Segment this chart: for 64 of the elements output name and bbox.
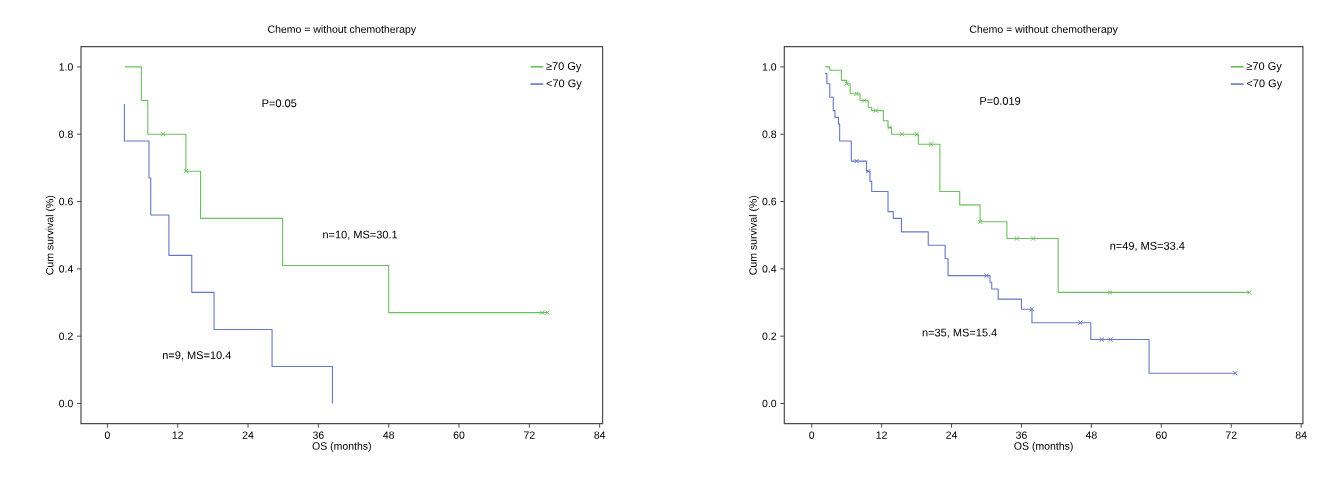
x-tick-label: 12: [876, 431, 887, 439]
x-axis-title: OS (months): [312, 442, 371, 452]
y-axis-title: Cum survival (%): [749, 195, 759, 275]
point: [861, 97, 867, 104]
x-tick-label: 0: [104, 431, 110, 439]
x-tick-label: 36: [1016, 431, 1027, 439]
y-tick-label: 0.8: [762, 130, 777, 138]
annotation: n=9, MS=10.4: [162, 351, 232, 361]
annotation: n=49, MS=33.4: [1110, 241, 1185, 252]
point: [1030, 235, 1036, 242]
x-tick-label: 0: [809, 431, 815, 439]
y-tick-label: 0.8: [59, 130, 73, 138]
chart-title: Chemo = without chemotherapy: [969, 25, 1118, 36]
point: [1107, 289, 1113, 296]
point: [913, 131, 920, 137]
x-tick-label: 12: [172, 431, 184, 439]
annotation: P=0.05: [262, 99, 297, 108]
point: [183, 168, 189, 174]
annotation: n=10, MS=30.1: [323, 230, 398, 240]
x-tick-label: 72: [1225, 431, 1237, 439]
y-axis-title: Cum survival (%): [45, 195, 56, 275]
x-tick-label: 36: [312, 431, 324, 439]
x-tick-label: 48: [383, 431, 395, 439]
legend-label: ≥70 Gy: [1246, 62, 1282, 73]
y-tick-label: 0.4: [59, 265, 73, 273]
x-tick-label: 72: [524, 431, 535, 439]
x-tick-label: 84: [1295, 431, 1307, 439]
x-tick-label: 24: [946, 431, 958, 439]
legend-label: <70 Gy: [1246, 79, 1283, 90]
x-tick-label: 60: [453, 431, 465, 439]
point: [928, 141, 934, 147]
legend-label: ≥70 Gy: [546, 62, 582, 73]
point: [1108, 336, 1114, 343]
point: [873, 108, 879, 114]
x-tick-label: 24: [242, 431, 254, 439]
legend-label: <70 Gy: [546, 79, 582, 90]
point: [1099, 336, 1105, 343]
point: [887, 124, 893, 131]
x-axis-title: OS (months): [1014, 442, 1073, 452]
point: [977, 219, 983, 225]
y-tick-label: 0.4: [762, 265, 777, 273]
y-tick-label: 0.0: [59, 399, 73, 408]
point: [1077, 320, 1083, 326]
y-tick-label: 1.0: [59, 63, 73, 71]
x-tick-label: 60: [1156, 431, 1167, 439]
point: [853, 91, 860, 97]
x-tick-label: 48: [1085, 431, 1097, 439]
annotation: P=0.019: [980, 97, 1021, 105]
y-tick-label: 0.6: [762, 197, 777, 206]
annotation: n=35, MS=15.4: [922, 328, 997, 338]
y-tick-label: 0.2: [59, 332, 73, 340]
point: [1029, 306, 1035, 312]
point: [160, 131, 166, 137]
chart-title: Chemo = without chemotherapy: [268, 25, 417, 36]
point: [865, 168, 871, 174]
point: [899, 131, 905, 137]
point: [844, 81, 850, 87]
y-tick-label: 0.0: [762, 399, 777, 408]
point: [853, 158, 860, 164]
y-tick-label: 1.0: [762, 63, 777, 71]
x-tick-label: 84: [594, 431, 606, 439]
point: [1014, 235, 1020, 242]
y-tick-label: 0.2: [762, 332, 777, 340]
y-tick-label: 0.6: [59, 197, 73, 206]
